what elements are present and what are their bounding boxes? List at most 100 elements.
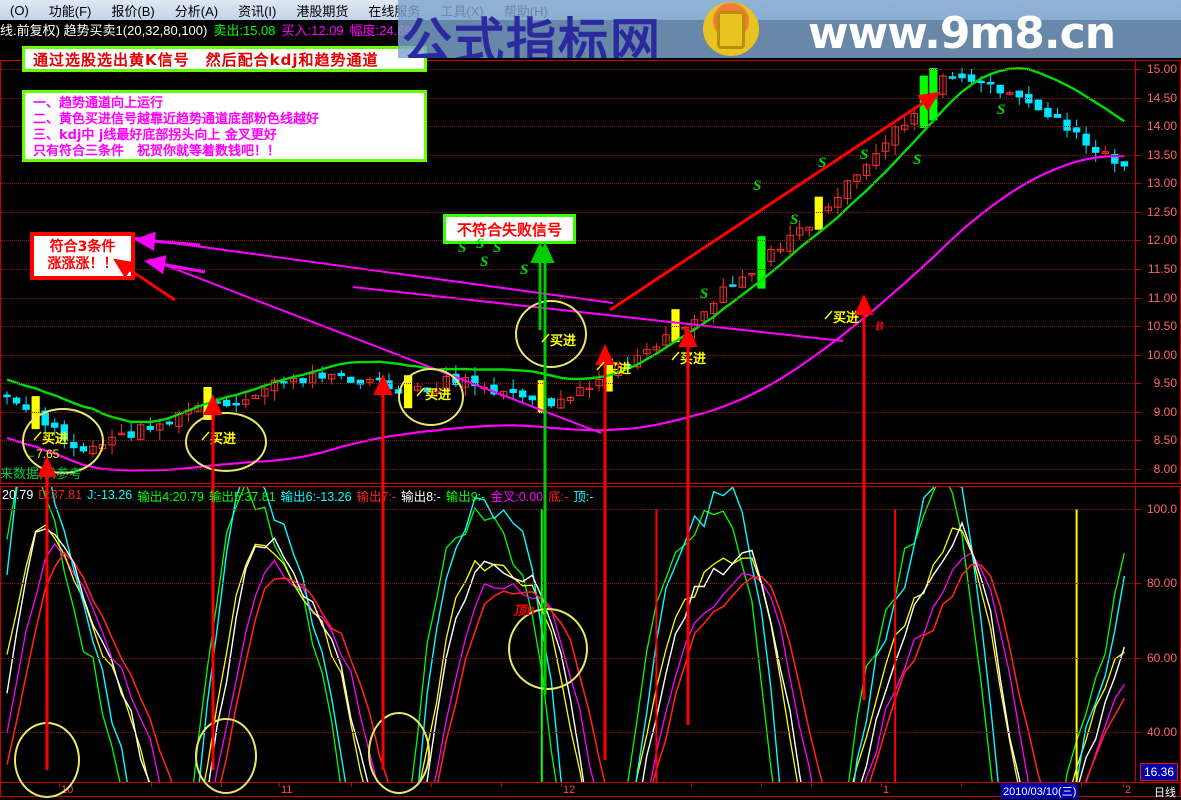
sell-signal-marker: S [520, 262, 529, 278]
rule-line-3: 三、kdj中 j线最好底部拐头向上 金叉更好 [33, 128, 277, 143]
price-tick-dash [1136, 183, 1141, 185]
price-tick-dash [1136, 469, 1141, 470]
kdj-tick-80.00: 80.00 [1146, 576, 1177, 591]
menu-item-0[interactable]: (O) [10, 2, 29, 18]
price-gridline [1, 383, 1137, 385]
price-tick-12.50: 12.50 [1146, 204, 1177, 219]
time-tick-minor [691, 783, 692, 787]
rule-line-2: 二、黄色买进信号越靠近趋势通道底部粉色线越好 [33, 112, 320, 127]
brand-logo-icon [703, 2, 759, 56]
highlight-circle-6 [368, 712, 430, 794]
price-tick-dash [1136, 297, 1141, 299]
sell-signal-marker: S [476, 236, 485, 252]
sell-signal-marker: S [700, 286, 709, 302]
price-gridline [1, 469, 1137, 470]
watermark-url: www.9m8.cn [808, 8, 1116, 58]
price-tick-8.50: 8.50 [1153, 433, 1177, 448]
tip-banner-text: 通过选股选出黄K信号 然后配合kdj和趋势通道 [33, 50, 379, 69]
time-label-12: 12 [563, 784, 576, 796]
kdj-header-values: 20.79 D:37.81 J:-13.26 输出4:20.79 输出5:37.81 输出… [2, 487, 598, 504]
buy-signal-label: 买进 [680, 352, 707, 367]
price-gridline [1, 269, 1137, 270]
kdj-tick-dash [1136, 509, 1141, 510]
sell-signal-marker: S [790, 212, 799, 228]
sell-signal-marker: S [860, 147, 869, 163]
time-tick-minor [961, 783, 962, 787]
menu-item-news[interactable]: 资讯(I) [238, 3, 277, 19]
price-tick-dash [1136, 383, 1141, 385]
price-tick-dash [1136, 69, 1141, 70]
kdj-header-item-7: 输出8:- [401, 489, 441, 504]
price-tick-14.50: 14.50 [1146, 90, 1177, 105]
current-date-box: 2010/03/10(三) [1001, 783, 1079, 799]
price-gridline [1, 97, 1137, 99]
time-tick-minor [501, 783, 502, 787]
price-tick-dash [1136, 326, 1141, 328]
sell-signal-marker: S [913, 152, 922, 168]
price-tick-dash [1136, 440, 1141, 442]
bottom-signal-marker: B [875, 318, 884, 333]
time-label-11: 11 [281, 784, 293, 796]
price-tick-10.00: 10.00 [1146, 347, 1177, 362]
price-tick-13.50: 13.50 [1146, 147, 1177, 162]
top-signal-marker: 顶B [513, 603, 535, 618]
buy-signal-label: 买进 [210, 432, 237, 447]
sell-signal-marker: S [753, 178, 762, 194]
range-value: 幅度:24.69 [349, 22, 412, 38]
site-watermark: 公式指标网 www.9m8.cn [398, 0, 1181, 58]
time-tick-minor [811, 783, 812, 787]
kdj-tick-dash [1136, 732, 1141, 733]
price-gridline [1, 69, 1137, 70]
menu-item-function[interactable]: 功能(F) [48, 3, 92, 19]
callout-match-line-2: 涨涨涨！！ [47, 256, 118, 272]
buy-signal-label: 买进 [425, 388, 452, 403]
menu-item-hk-futures[interactable]: 港股期货 [296, 3, 349, 19]
time-tick [881, 783, 882, 787]
price-tick-dash [1136, 269, 1141, 270]
rules-box: 一、趋势通道向上运行 二、黄色买进信号越靠近趋势通道底部粉色线越好 三、kdj中… [22, 90, 427, 162]
price-tick-dash [1136, 211, 1141, 213]
kdj-y-axis: 100.0 80.00 60.00 40.00 16.36 [1135, 487, 1180, 782]
price-gridline [1, 183, 1137, 185]
kdj-header-item-4: 输出5:37.81 [208, 489, 276, 504]
highlight-circle-4 [14, 722, 80, 798]
price-tick-11.50: 11.50 [1147, 262, 1177, 276]
price-tick-13.00: 13.00 [1146, 176, 1177, 191]
data-reference-note: 来数据,供参考 [0, 467, 83, 482]
price-tick-8.00: 8.00 [1153, 462, 1177, 476]
sell-signal-marker: S [458, 240, 467, 256]
time-tick [1123, 783, 1124, 787]
buy-signal-label: 买进 [605, 362, 632, 377]
price-gridline [1, 211, 1137, 213]
kdj-tick-dash [1136, 657, 1141, 659]
callout-match-line-1: 符合3条件 [49, 239, 116, 255]
indicator-params: 线.前复权) 趋势买卖1(20,32,80,100) [0, 22, 208, 38]
callout-match-conditions: 符合3条件 涨涨涨！！ [30, 232, 135, 280]
price-gridline [1, 126, 1137, 128]
price-tick-dash [1136, 240, 1141, 242]
kdj-tick-40.00: 40.00 [1146, 725, 1177, 739]
time-tick-minor [1081, 783, 1082, 787]
kdj-header-item-1: D:37.81 [38, 488, 83, 502]
time-tick-minor [151, 783, 152, 787]
kdj-gridline [1, 732, 1137, 733]
kdj-tick-dash [1136, 583, 1141, 585]
price-tick-14.00: 14.00 [1146, 119, 1177, 134]
price-gridline [1, 411, 1137, 413]
sell-signal-marker: S [493, 240, 502, 256]
buy-signal-label: 买进 [42, 432, 69, 447]
sell-signal-marker: S [480, 254, 489, 270]
menu-item-quote[interactable]: 报价(B) [111, 3, 155, 19]
kdj-tick-60.00: 60.00 [1146, 650, 1177, 665]
time-tick-minor [761, 783, 762, 787]
callout-fail-signal: 不符合失败信号 [443, 214, 576, 244]
time-axis: 10 11 12 1 2 2010/03/10(三) 日线 [0, 783, 1181, 799]
menu-item-analysis[interactable]: 分析(A) [174, 3, 219, 19]
rule-line-1: 一、趋势通道向上运行 [33, 96, 164, 111]
period-label: 日线 [1154, 786, 1176, 799]
tip-banner-box: 通过选股选出黄K信号 然后配合kdj和趋势通道 [22, 46, 427, 72]
kdj-indicator-pane[interactable]: 100.0 80.00 60.00 40.00 16.36 [0, 486, 1181, 783]
sell-signal-marker: S [818, 155, 827, 171]
highlight-circle-5 [195, 718, 257, 794]
kdj-header-item-11: 顶:- [573, 489, 594, 504]
